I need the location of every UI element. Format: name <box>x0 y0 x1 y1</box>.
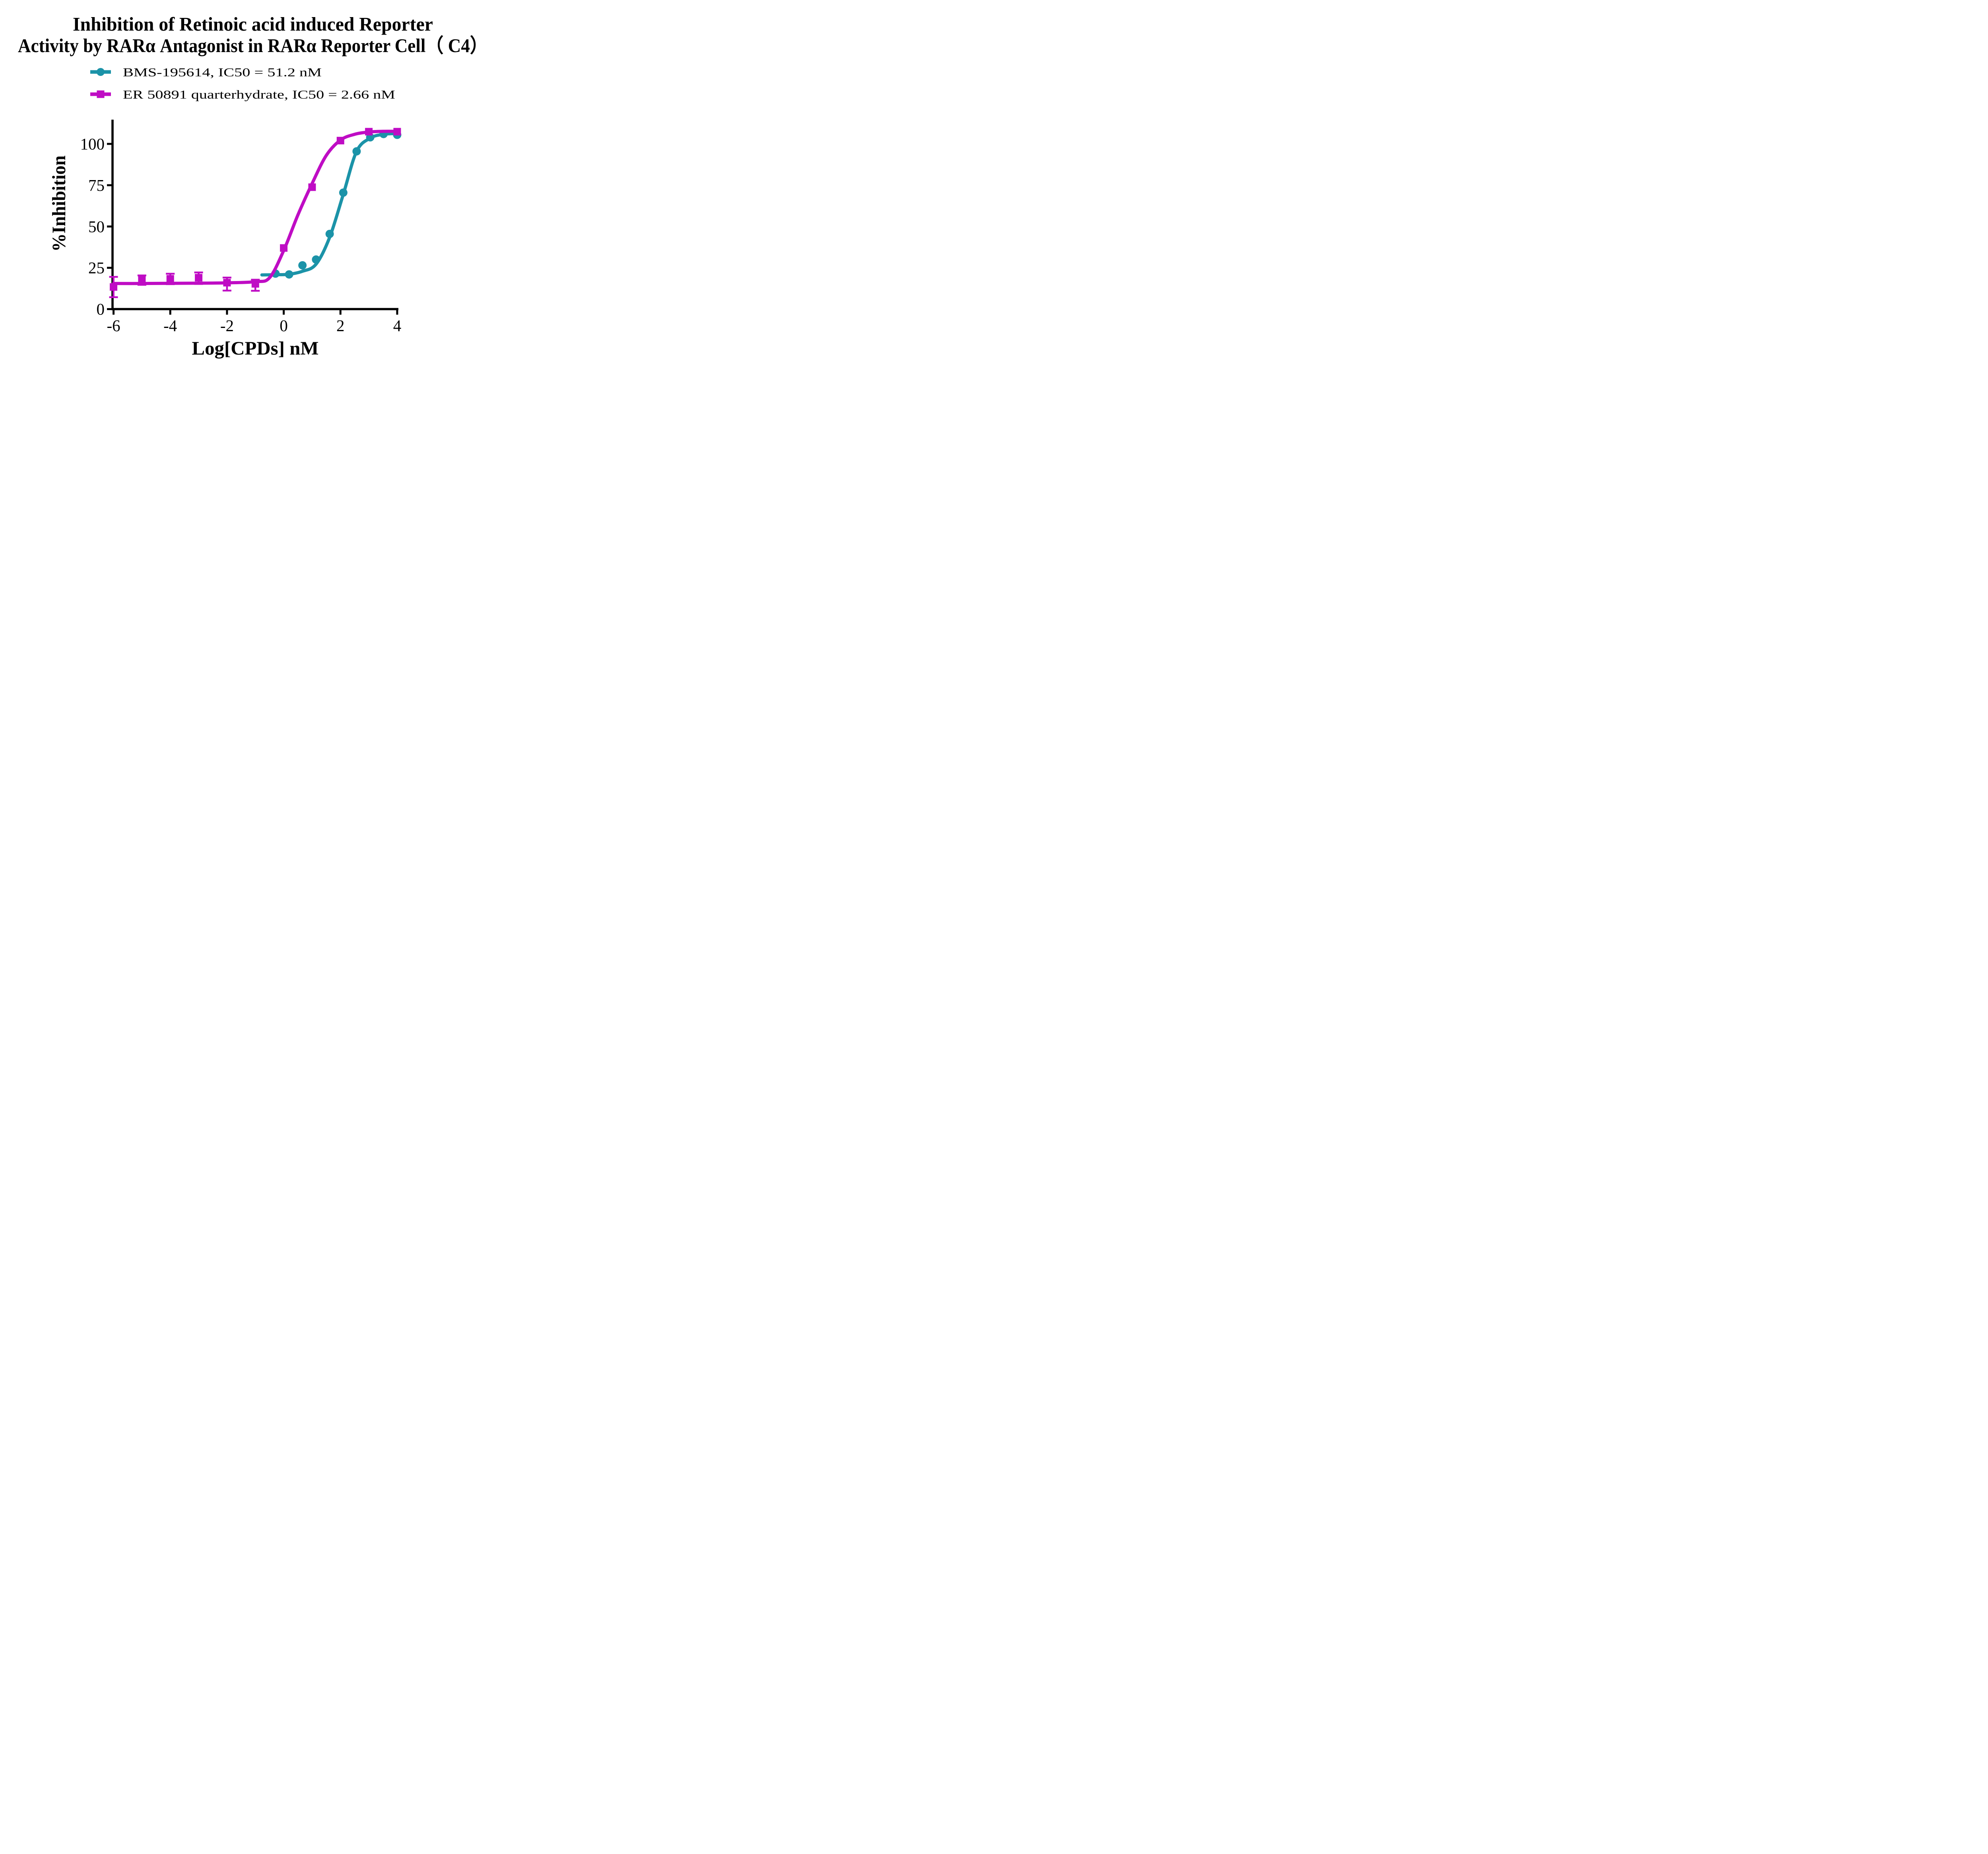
y-tick-label: 100 <box>80 135 105 153</box>
x-axis-title: Log[CPDs] nM <box>192 338 319 359</box>
legend-label-bms: BMS-195614, IC50 = 51.2 nM <box>123 65 322 79</box>
figure-canvas: Inhibition of Retinoic acid induced Repo… <box>0 0 506 371</box>
data-point-circle <box>312 255 320 264</box>
legend-item-er: ER 50891 quarterhydrate, IC50 = 2.66 nM <box>90 87 395 101</box>
data-point-circle <box>285 270 293 279</box>
data-point-circle <box>325 230 334 239</box>
chart-title-line-1: Inhibition of Retinoic acid induced Repo… <box>73 13 433 35</box>
series-er-50891-quarterhydrate <box>109 128 401 298</box>
legend-square-marker-icon <box>97 90 105 98</box>
x-ticks-group: -6 -4 -2 0 2 4 <box>107 309 401 335</box>
data-point-square <box>195 274 203 282</box>
x-tick-label: -6 <box>107 316 120 335</box>
x-tick-label: -4 <box>163 316 177 335</box>
x-tick-label: -2 <box>220 316 234 335</box>
data-point-square <box>365 128 373 136</box>
data-point-circle <box>352 147 361 156</box>
legend: BMS-195614, IC50 = 51.2 nM ER 50891 quar… <box>90 65 395 101</box>
data-point-square <box>393 128 401 136</box>
y-tick-label: 0 <box>97 300 105 318</box>
y-tick-label: 75 <box>88 176 105 194</box>
y-ticks-group: 0 25 50 75 100 <box>80 135 113 318</box>
y-tick-label: 25 <box>88 259 105 277</box>
data-point-circle <box>339 188 348 197</box>
legend-circle-marker-icon <box>97 68 105 76</box>
y-axis-title: %Inhibition <box>49 155 70 252</box>
fit-curve <box>112 130 399 285</box>
chart-title-line-2: Activity by RARα Antagonist in RARα Repo… <box>18 35 488 56</box>
data-point-square <box>280 244 288 252</box>
x-tick-label: 4 <box>393 316 402 335</box>
data-point-square <box>308 183 316 191</box>
data-point-square <box>336 137 344 145</box>
dose-response-chart: Inhibition of Retinoic acid induced Repo… <box>18 13 488 359</box>
data-point-square <box>223 279 231 287</box>
y-tick-label: 50 <box>88 217 105 236</box>
axes: -6 -4 -2 0 2 4 0 25 50 75 100 <box>80 120 401 335</box>
data-point-square <box>110 283 118 291</box>
plot-area <box>109 128 402 298</box>
x-tick-label: 0 <box>280 316 288 335</box>
data-point-circle <box>298 261 307 270</box>
data-point-square <box>251 280 259 288</box>
legend-item-bms: BMS-195614, IC50 = 51.2 nM <box>90 65 322 79</box>
legend-label-er: ER 50891 quarterhydrate, IC50 = 2.66 nM <box>123 87 395 101</box>
data-point-square <box>166 275 174 283</box>
data-point-square <box>138 276 146 284</box>
x-tick-label: 2 <box>336 316 345 335</box>
